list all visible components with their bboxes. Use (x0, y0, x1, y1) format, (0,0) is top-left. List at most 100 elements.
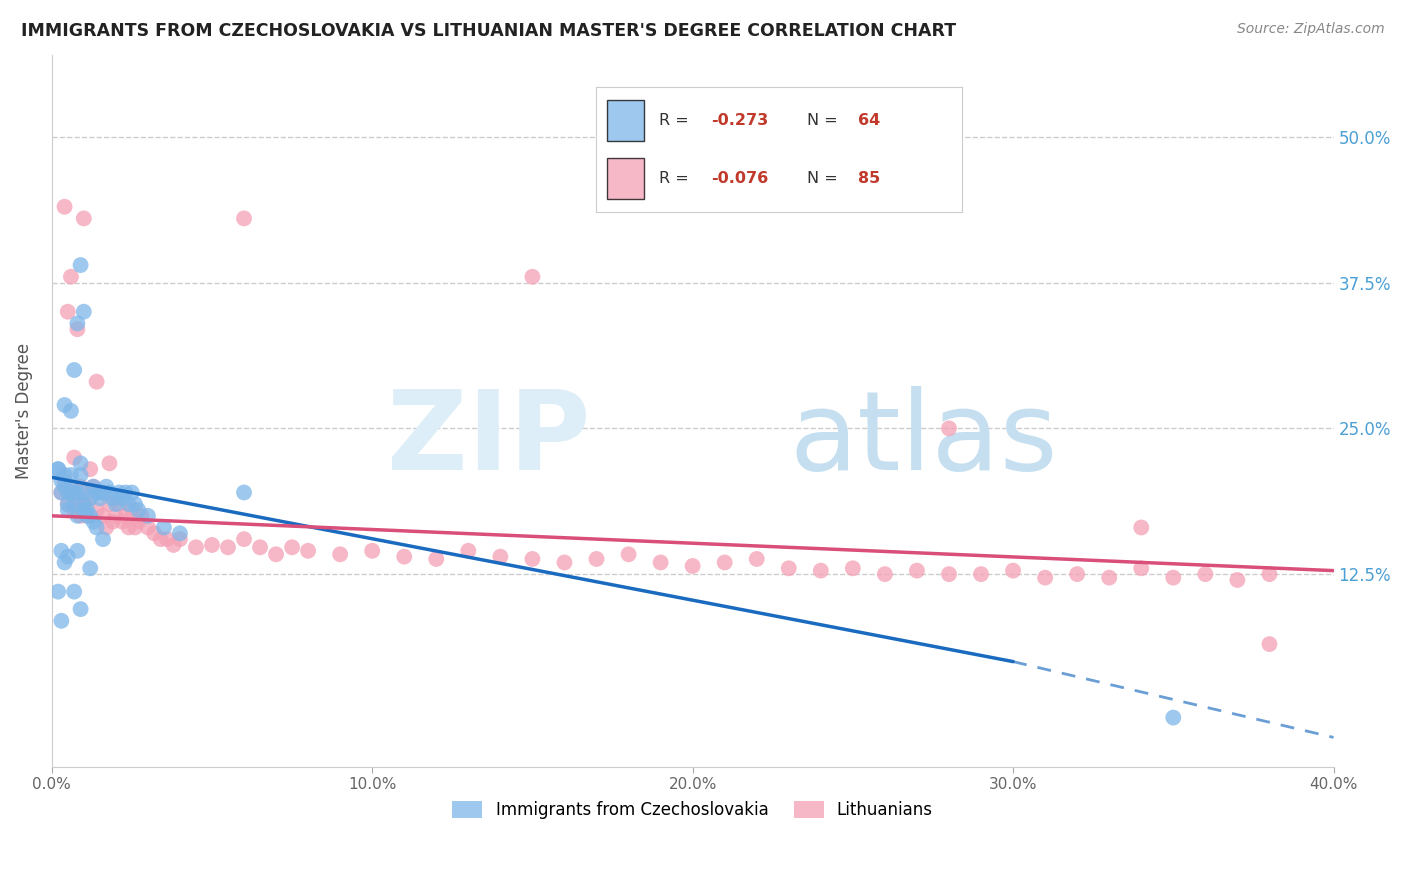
Point (69, 468, 91, 483)
Point (91, 508, 114, 523)
Point (1161, 710, 1184, 724)
Point (111, 515, 134, 529)
Point (73, 211, 96, 226)
Point (522, 552, 544, 566)
Point (114, 485, 136, 500)
Point (56, 485, 79, 500)
Point (76, 503, 98, 517)
Point (56, 503, 79, 517)
Point (1002, 564, 1025, 578)
Point (233, 211, 256, 226)
Point (63, 584, 86, 599)
Point (89, 485, 111, 500)
Point (124, 520, 146, 534)
Point (98, 485, 121, 500)
Point (264, 547, 287, 561)
Point (53, 398, 76, 412)
Point (69, 480, 91, 494)
Point (53, 468, 76, 483)
Point (682, 558, 704, 573)
Point (131, 508, 153, 523)
Point (585, 552, 607, 566)
Point (361, 543, 384, 558)
Point (118, 497, 141, 511)
Point (1066, 567, 1088, 582)
Point (124, 497, 146, 511)
Point (59, 404, 82, 418)
Point (114, 508, 136, 523)
Point (938, 421, 960, 435)
Point (59, 485, 82, 500)
Point (1130, 561, 1153, 575)
Point (73, 485, 96, 500)
Point (89, 491, 111, 506)
Text: atlas: atlas (789, 386, 1057, 492)
Point (73, 497, 96, 511)
Point (73, 503, 96, 517)
Point (457, 543, 479, 558)
Point (79, 508, 101, 523)
Point (249, 541, 271, 555)
Point (111, 491, 134, 506)
Point (489, 549, 512, 564)
Point (53, 200, 76, 214)
Point (59, 485, 82, 500)
Point (522, 269, 544, 284)
Point (108, 485, 131, 500)
Point (63, 363, 86, 377)
Point (617, 547, 640, 561)
Point (1194, 567, 1216, 582)
Point (297, 543, 319, 558)
Point (56, 304, 79, 318)
Point (82, 515, 104, 529)
Point (1033, 571, 1056, 585)
Point (66, 322, 89, 336)
Point (51, 474, 73, 488)
Point (73, 497, 96, 511)
Point (842, 561, 865, 575)
Point (51, 485, 73, 500)
Point (76, 508, 98, 523)
Point (873, 567, 896, 582)
Point (89, 485, 111, 500)
Point (51, 485, 73, 500)
Point (778, 561, 800, 575)
Point (91, 485, 114, 500)
Point (394, 549, 416, 564)
Text: ZIP: ZIP (387, 386, 591, 492)
Point (149, 532, 172, 546)
Point (53, 556, 76, 570)
Point (143, 526, 166, 541)
Point (91, 532, 114, 546)
Point (56, 497, 79, 511)
Point (136, 508, 159, 523)
Point (233, 485, 256, 500)
Point (66, 543, 89, 558)
Text: Source: ZipAtlas.com: Source: ZipAtlas.com (1237, 22, 1385, 37)
Point (51, 614, 73, 628)
Point (104, 508, 127, 523)
Point (79, 462, 101, 476)
Point (101, 491, 124, 506)
Point (59, 269, 82, 284)
Point (970, 567, 993, 582)
Point (201, 538, 224, 552)
Point (59, 480, 82, 494)
Point (127, 503, 149, 517)
Point (86, 503, 108, 517)
Point (86, 520, 108, 534)
Point (53, 474, 76, 488)
Point (425, 552, 447, 566)
Point (136, 520, 159, 534)
Point (82, 480, 104, 494)
Point (46, 584, 69, 599)
Point (938, 567, 960, 582)
Point (118, 520, 141, 534)
Point (98, 497, 121, 511)
Point (51, 543, 73, 558)
Point (63, 485, 86, 500)
Point (66, 491, 89, 506)
Text: IMMIGRANTS FROM CZECHOSLOVAKIA VS LITHUANIAN MASTER'S DEGREE CORRELATION CHART: IMMIGRANTS FROM CZECHOSLOVAKIA VS LITHUA… (21, 22, 956, 40)
Point (46, 462, 69, 476)
Point (66, 317, 89, 331)
